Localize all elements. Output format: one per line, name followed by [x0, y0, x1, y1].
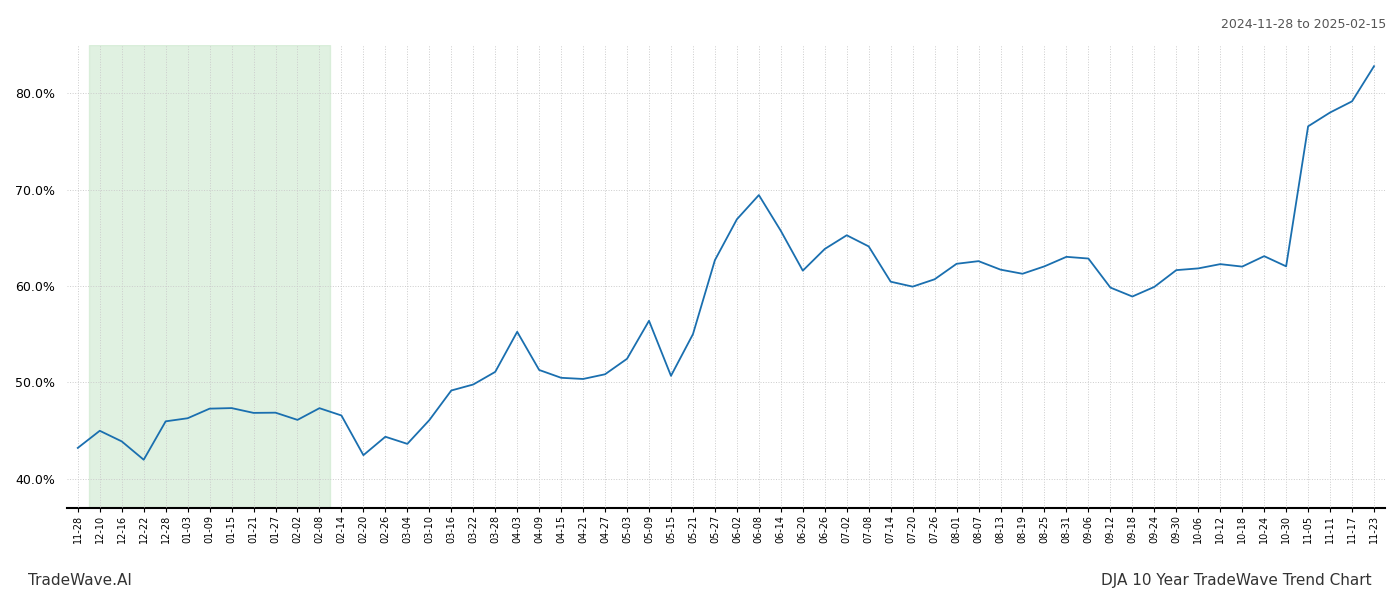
Text: TradeWave.AI: TradeWave.AI — [28, 573, 132, 588]
Text: DJA 10 Year TradeWave Trend Chart: DJA 10 Year TradeWave Trend Chart — [1102, 573, 1372, 588]
Bar — [88, 45, 330, 508]
Text: 2024-11-28 to 2025-02-15: 2024-11-28 to 2025-02-15 — [1221, 18, 1386, 31]
